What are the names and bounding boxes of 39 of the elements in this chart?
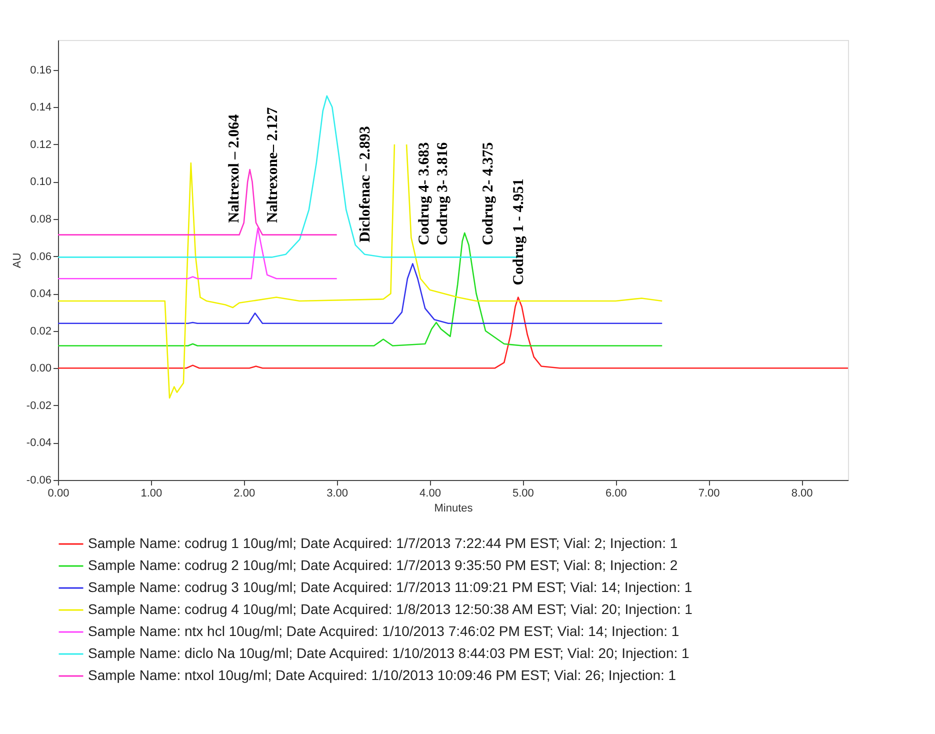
line-series: [58, 296, 848, 369]
x-tick-label: 1.00: [140, 488, 162, 500]
x-tick-label: 8.00: [791, 488, 813, 500]
legend-label: Sample Name: diclo Na 10ug/ml; Date Acquired: 1/10/2013 8:44:03 PM EST; Vial: 20; Injection: 1: [88, 645, 690, 661]
y-tick-label: 0.14: [30, 102, 52, 114]
legend-label: Sample Name: ntxol 10ug/ml; Date Acquired: 1/10/2013 10:09:46 PM EST; Vial: 26; Injection: 1: [88, 667, 676, 683]
y-tick-label: 0.08: [30, 213, 52, 226]
x-tick-label: 4.00: [420, 488, 441, 500]
annotation: Codrug 3- 3.816: [434, 142, 451, 246]
x-tick-label: 5.00: [512, 488, 534, 500]
y-tick-label: 0.02: [30, 325, 52, 338]
legend-label: Sample Name: codrug 2 10ug/ml; Date Acquired: 1/7/2013 9:35:50 PM EST; Vial: 8; Injection: 2: [88, 557, 678, 573]
legend-label: Sample Name: codrug 3 10ug/ml; Date Acquired: 1/7/2013 11:09:21 PM EST; Vial: 14; Injection: 1: [88, 579, 692, 595]
y-tick-label: -0.02: [26, 400, 52, 412]
legend-label: Sample Name: codrug 1 10ug/ml; Date Acquired: 1/7/2013 7:22:44 PM EST; Vial: 2; Injection: 1: [88, 535, 678, 551]
annotation: Codrug 4- 3.683: [416, 142, 432, 246]
y-tick-label: 0.12: [30, 138, 52, 151]
y-tick-label: 0.00: [30, 362, 52, 375]
x-tick-label: 6.00: [605, 488, 627, 500]
y-tick-label: 0.04: [30, 288, 52, 300]
x-tick-label: 3.00: [326, 488, 348, 500]
x-tick-label: 7.00: [698, 488, 720, 500]
annotation: Codrug 2- 4.375: [480, 142, 496, 246]
legend-label: Sample Name: codrug 4 10ug/ml; Date Acquired: 1/8/2013 12:50:38 AM EST; Vial: 20; Injection: 1: [88, 601, 693, 617]
annotation: Naltrexone– 2.127: [264, 106, 281, 223]
annotation: Naltrexol – 2.064: [226, 114, 243, 223]
y-tick-label: 0.10: [30, 176, 52, 188]
y-tick-label: 0.16: [30, 64, 52, 76]
x-tick-label: 2.00: [234, 488, 256, 500]
y-axis-title: AU: [11, 252, 24, 268]
y-tick-label: -0.04: [26, 437, 52, 450]
y-tick-label: -0.06: [26, 474, 52, 486]
line-series: [58, 228, 338, 280]
y-tick-label: 0.06: [30, 250, 52, 263]
annotation: Diclofenac – 2.893: [358, 126, 374, 242]
legend-label: Sample Name: ntx hcl 10ug/ml; Date Acquired: 1/10/2013 7:46:02 PM EST; Vial: 14; Injection: 1: [88, 623, 680, 639]
x-axis-title: Minutes: [434, 502, 474, 514]
x-tick-label: 0.00: [48, 488, 70, 500]
annotation: Codrug 1 - 4.951: [511, 178, 528, 286]
